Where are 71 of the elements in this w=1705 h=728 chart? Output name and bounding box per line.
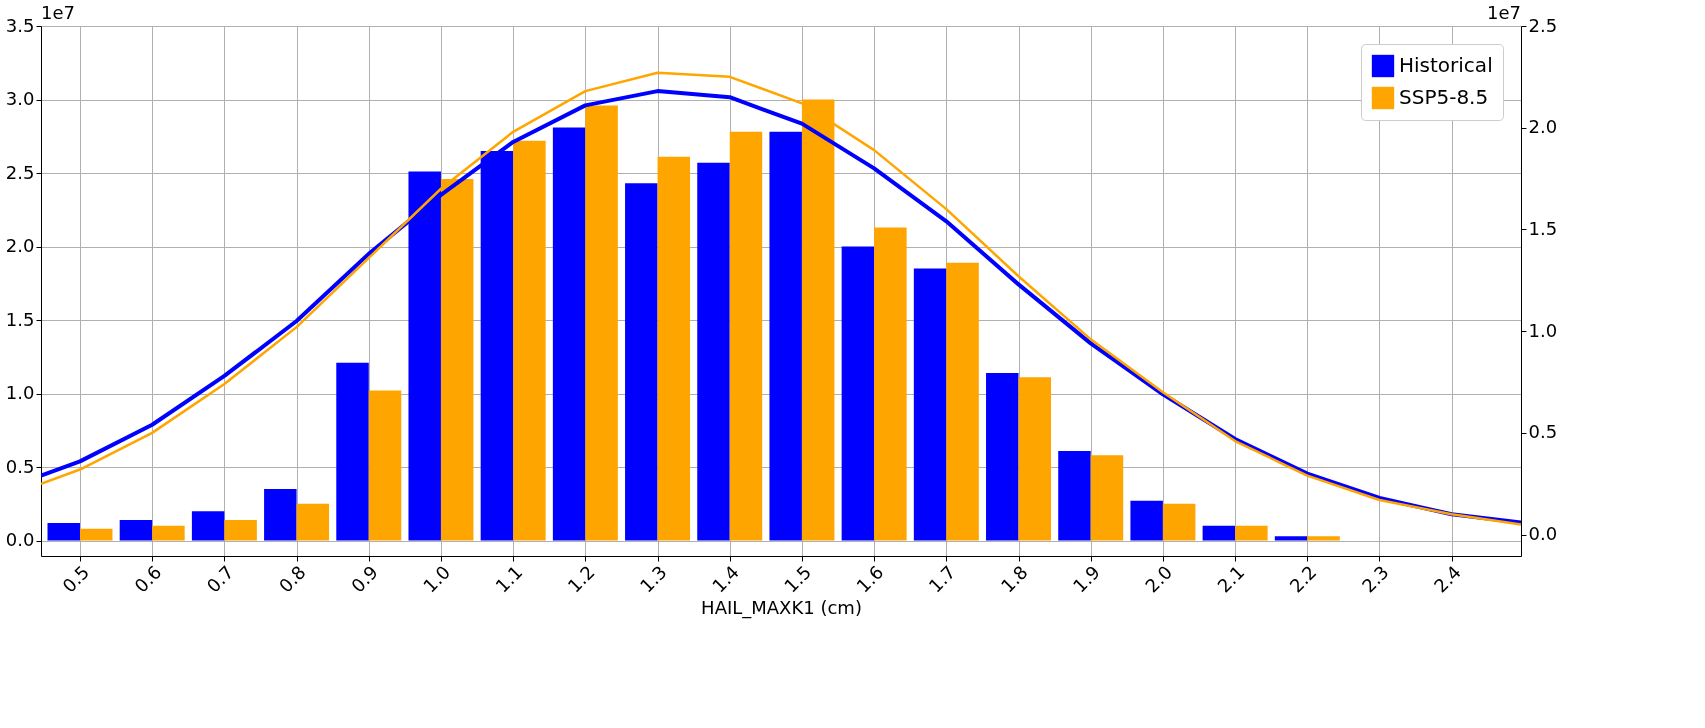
x-tick-label: 1.5 xyxy=(780,561,816,597)
bar xyxy=(657,156,691,541)
x-tick-label: 1.1 xyxy=(491,561,527,597)
bar xyxy=(1202,525,1236,541)
x-tick-label: 2.4 xyxy=(1429,561,1465,597)
bar xyxy=(1235,525,1268,541)
bar xyxy=(986,372,1019,541)
x-tick-label: 0.8 xyxy=(274,561,310,597)
y-tick-label: 2.0 xyxy=(5,235,35,257)
y-tick-label: 0.0 xyxy=(5,529,35,551)
bar xyxy=(296,503,330,541)
bar xyxy=(874,227,907,541)
bar xyxy=(79,528,113,541)
bar xyxy=(191,511,225,541)
x-tick-label: 0.5 xyxy=(58,561,94,597)
y2-tick-label: 1.5 xyxy=(1528,217,1558,239)
bar xyxy=(585,105,618,541)
x-axis-title: HAIL_MAXK1 (cm) xyxy=(701,597,862,620)
bar xyxy=(513,140,546,541)
y2-tick-label: 0.0 xyxy=(1528,523,1558,545)
y-tick-label: 0.5 xyxy=(5,455,35,477)
bar xyxy=(336,362,369,541)
y-tick-label: 1.0 xyxy=(5,382,35,404)
bar xyxy=(119,519,153,541)
text: 1e7 xyxy=(1487,2,1521,23)
y2-tick-label: 2.0 xyxy=(1528,116,1558,138)
y2-tick-label: 2.5 xyxy=(1528,14,1558,36)
bar xyxy=(946,262,979,541)
bar xyxy=(1130,500,1163,541)
bar xyxy=(1307,536,1340,541)
y-tick-label: 3.5 xyxy=(5,14,35,36)
bar xyxy=(769,131,802,541)
x-tick-label: 1.3 xyxy=(635,561,671,597)
y-tick-label: 2.5 xyxy=(5,161,35,183)
y2-tick-label: 0.5 xyxy=(1528,421,1558,443)
legend-label: Historical xyxy=(1399,53,1493,77)
x-tick-label: 2.3 xyxy=(1357,561,1393,597)
bar xyxy=(224,519,257,541)
bar xyxy=(1090,455,1124,541)
bar xyxy=(841,246,875,541)
x-tick-label: 2.2 xyxy=(1285,561,1321,597)
x-tick-label: 0.6 xyxy=(130,561,166,597)
bar xyxy=(697,162,730,541)
bar xyxy=(1018,377,1052,541)
x-tick-label: 1.0 xyxy=(419,561,455,597)
bar xyxy=(1162,503,1196,541)
x-tick-label: 1.8 xyxy=(996,561,1032,597)
y2-tick-label: 1.0 xyxy=(1528,319,1558,341)
bar xyxy=(729,131,763,541)
bar xyxy=(152,525,185,541)
bar xyxy=(913,268,947,541)
bar xyxy=(264,489,297,541)
bar xyxy=(552,127,586,541)
bar xyxy=(625,183,658,541)
y-tick-label: 1.5 xyxy=(5,308,35,330)
bar xyxy=(1274,536,1308,541)
bar xyxy=(368,390,402,541)
x-tick-label: 2.1 xyxy=(1213,561,1249,597)
bar xyxy=(47,522,80,541)
y-tick-label: 3.0 xyxy=(5,88,35,110)
x-tick-label: 1.6 xyxy=(852,561,888,597)
x-tick-label: 1.2 xyxy=(563,561,599,597)
x-tick-label: 2.0 xyxy=(1141,561,1177,597)
x-tick-label: 0.9 xyxy=(346,561,382,597)
text: 1e7 xyxy=(41,2,75,23)
x-tick-label: 0.7 xyxy=(202,561,238,597)
x-tick-label: 1.4 xyxy=(707,561,743,597)
x-tick-label: 1.9 xyxy=(1068,561,1104,597)
x-tick-label: 1.7 xyxy=(924,561,960,597)
legend-label: SSP5-8.5 xyxy=(1399,85,1489,109)
bar xyxy=(1058,450,1091,541)
